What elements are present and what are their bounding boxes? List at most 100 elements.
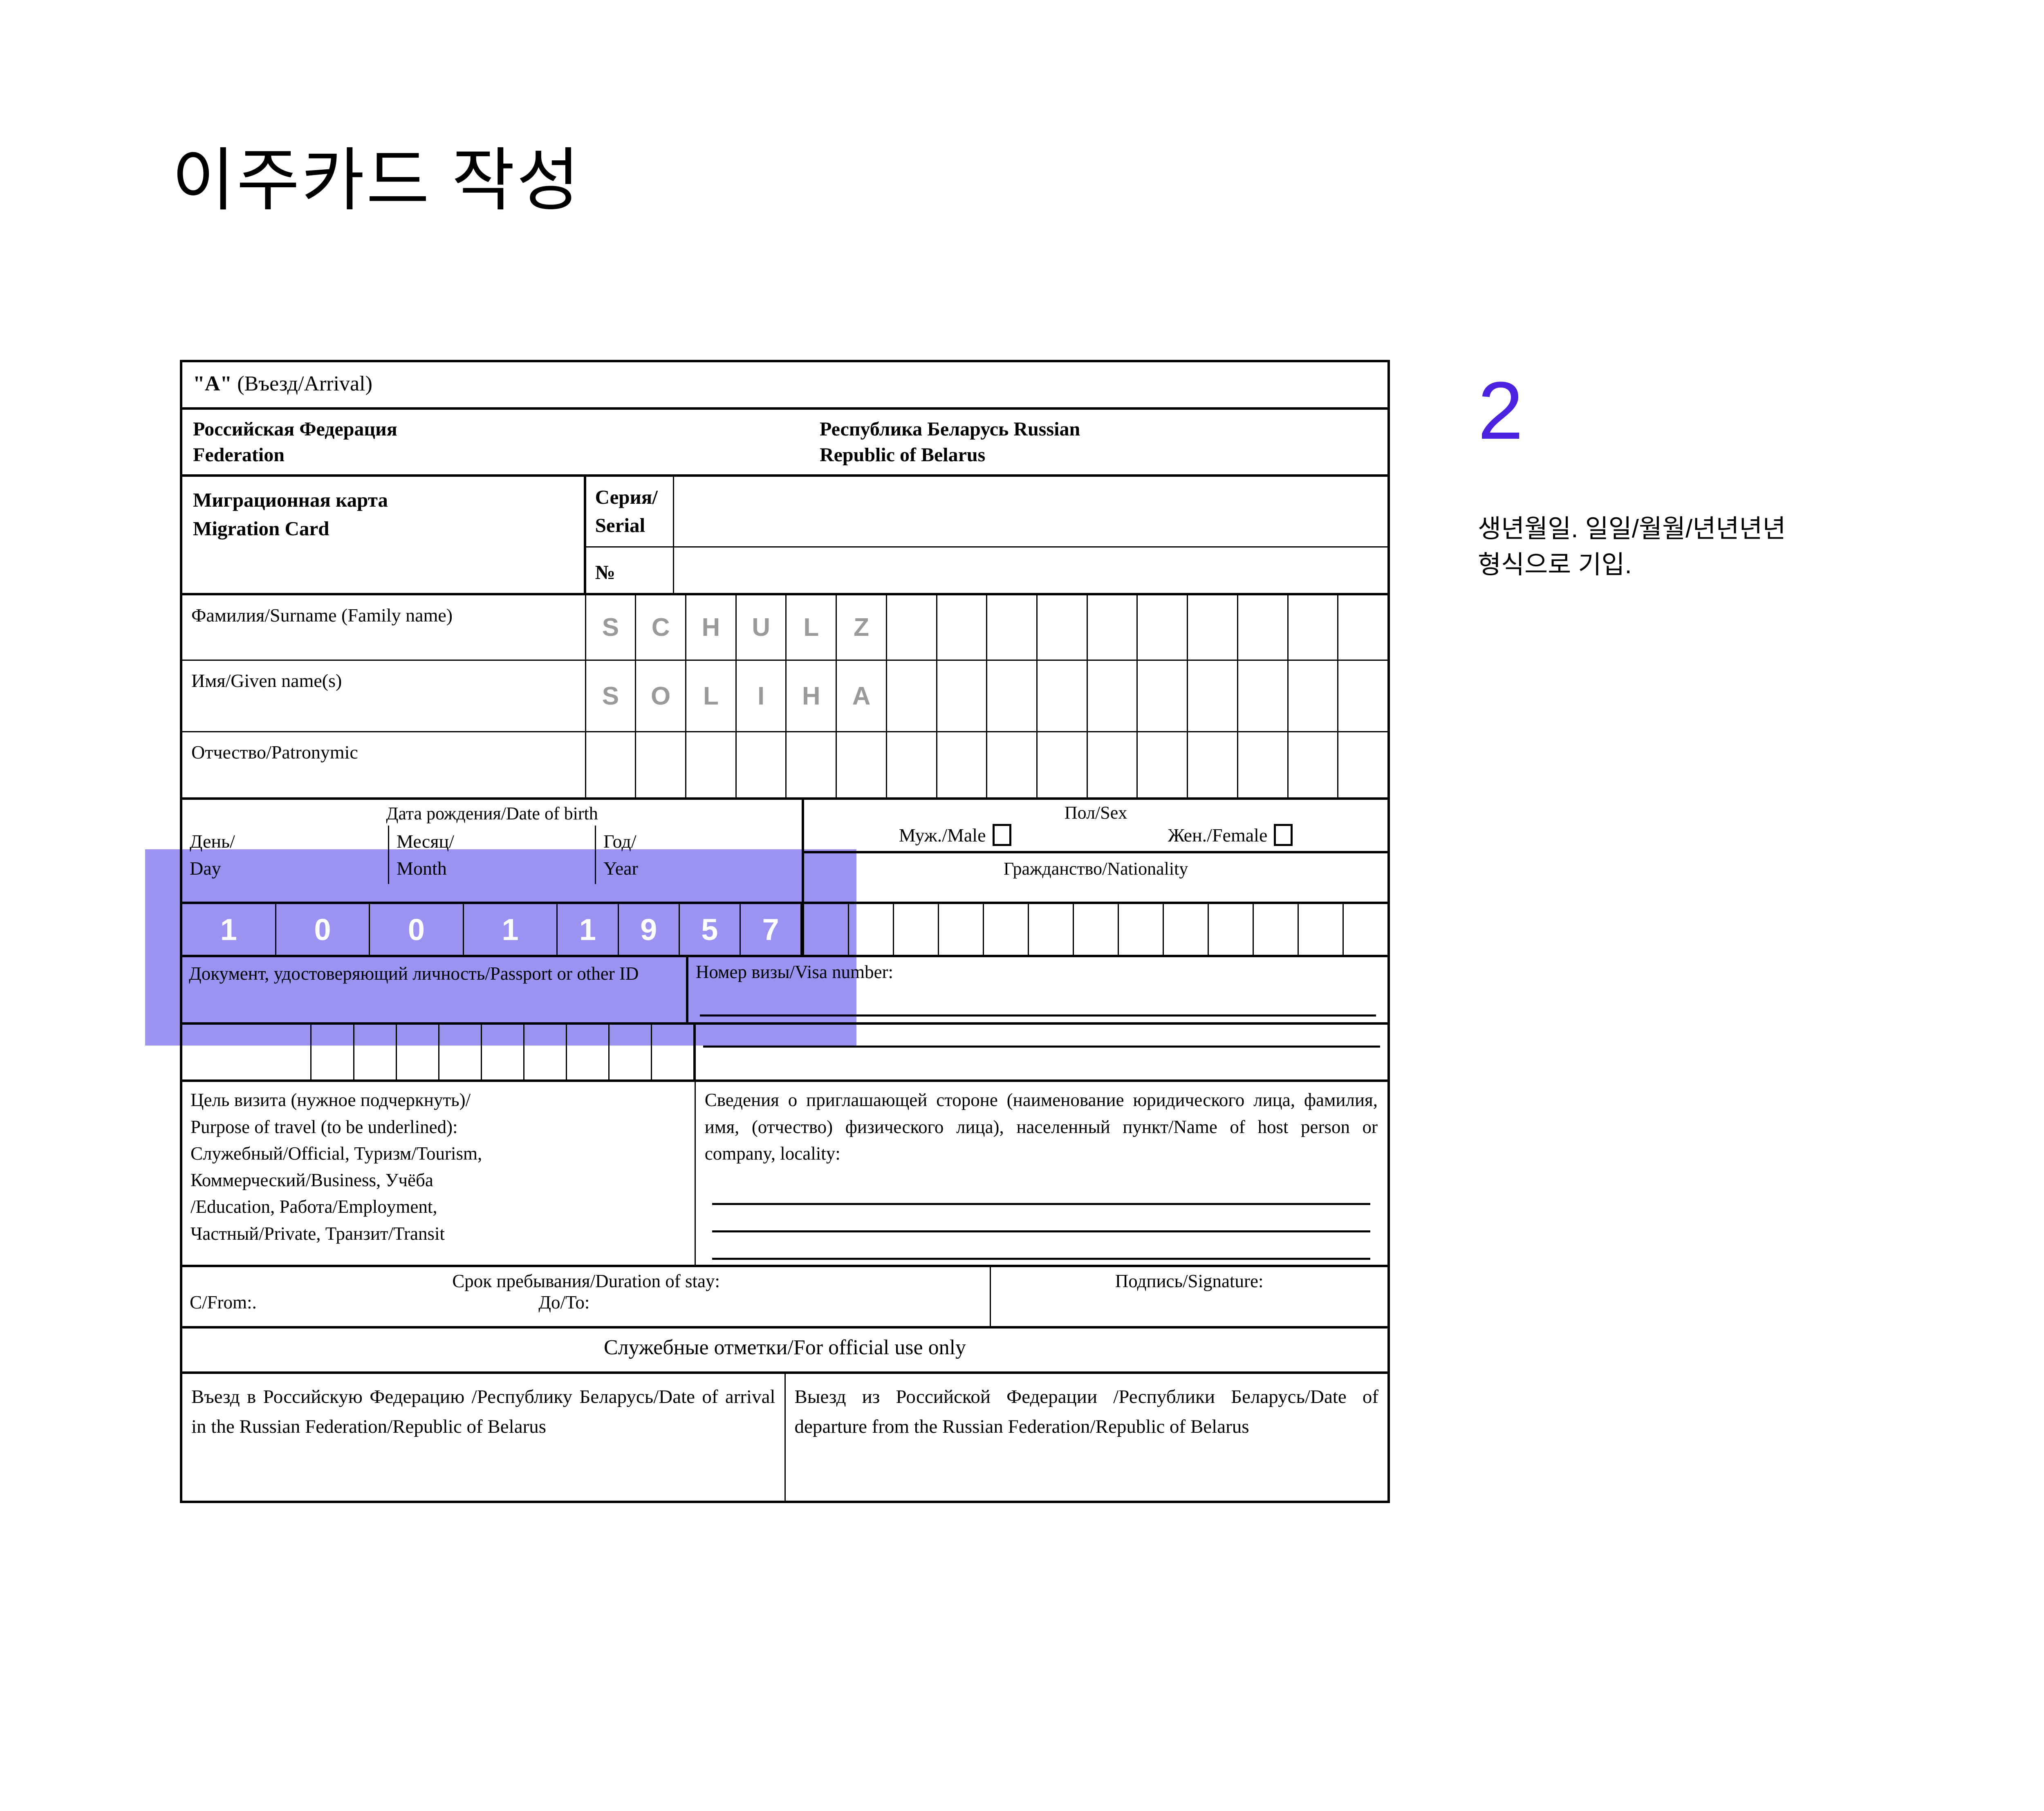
surname-cell-9[interactable] [987, 595, 1038, 660]
given-name-cell-12[interactable] [1138, 661, 1188, 732]
surname-cell-16[interactable] [1338, 595, 1387, 660]
nationality-cell-2[interactable] [849, 904, 894, 955]
patronymic-cell-14[interactable] [1238, 732, 1289, 798]
patronymic-cell-1[interactable] [586, 732, 637, 798]
nationality-cell-8[interactable] [1119, 904, 1164, 955]
given-name-cell-5[interactable]: H [787, 661, 837, 732]
dob-digit-7[interactable]: 5 [680, 904, 741, 955]
patronymic-cell-13[interactable] [1188, 732, 1238, 798]
patronymic-cell-2[interactable] [636, 732, 687, 798]
dob-digit-group[interactable]: 1 0 0 1 1 9 5 7 [182, 904, 805, 955]
purpose-line-4[interactable]: Коммерческий/Business, Учёба [191, 1170, 433, 1191]
dob-digit-2[interactable]: 0 [276, 904, 370, 955]
surname-cell-13[interactable] [1188, 595, 1238, 660]
nationality-cell-4[interactable] [939, 904, 984, 955]
surname-cell-1[interactable]: S [586, 595, 637, 660]
dob-digit-8[interactable]: 7 [741, 904, 802, 955]
nationality-cell-3[interactable] [894, 904, 939, 955]
given-name-cell-8[interactable] [937, 661, 988, 732]
dob-digit-1[interactable]: 1 [182, 904, 276, 955]
arrival-date-cell[interactable]: Въезд в Российскую Федерацию /Республику… [182, 1374, 786, 1501]
given-name-cell-7[interactable] [887, 661, 937, 732]
passport-cell-3[interactable] [354, 1025, 397, 1080]
patronymic-cell-7[interactable] [887, 732, 937, 798]
host-rule-2[interactable] [712, 1205, 1370, 1233]
surname-cell-7[interactable] [887, 595, 937, 660]
patronymic-cell-16[interactable] [1338, 732, 1387, 797]
patronymic-cell-3[interactable] [686, 732, 737, 798]
signature-cell[interactable]: Подпись/Signature: [991, 1267, 1387, 1326]
patronymic-cell-11[interactable] [1088, 732, 1138, 798]
passport-cell-4[interactable] [397, 1025, 439, 1080]
dob-digit-4[interactable]: 1 [464, 904, 558, 955]
given-name-cell-14[interactable] [1238, 661, 1289, 732]
nationality-cell-7[interactable] [1074, 904, 1119, 955]
passport-grid[interactable] [182, 1025, 696, 1080]
patronymic-cell-8[interactable] [937, 732, 988, 798]
given-name-cell-13[interactable] [1188, 661, 1238, 732]
nationality-cell-1[interactable] [804, 904, 849, 955]
passport-cell-7[interactable] [524, 1025, 567, 1080]
nationality-grid[interactable] [804, 904, 1387, 955]
sex-female-option[interactable]: Жен./Female [1168, 824, 1293, 846]
nationality-cell-12[interactable] [1299, 904, 1344, 955]
nationality-cell-9[interactable] [1164, 904, 1209, 955]
passport-cell-9[interactable] [610, 1025, 652, 1080]
visa-input-area[interactable] [696, 1025, 1387, 1079]
duration-from-label[interactable]: C/From:. [190, 1292, 257, 1313]
host-rule-1[interactable] [712, 1178, 1370, 1205]
patronymic-cell-5[interactable] [787, 732, 837, 798]
patronymic-cell-10[interactable] [1038, 732, 1088, 798]
surname-cell-4[interactable]: U [737, 595, 787, 660]
purpose-line-3[interactable]: Служебный/Official, Туризм/Tourism, [191, 1143, 482, 1164]
dob-digit-6[interactable]: 9 [619, 904, 680, 955]
surname-grid[interactable]: S C H U L Z [586, 595, 1387, 660]
given-name-cell-3[interactable]: L [686, 661, 737, 732]
nationality-cell-10[interactable] [1209, 904, 1254, 955]
given-name-cell-6[interactable]: A [837, 661, 887, 732]
surname-cell-11[interactable] [1088, 595, 1138, 660]
patronymic-cell-9[interactable] [987, 732, 1038, 798]
duration-to-label[interactable]: До/To: [538, 1292, 590, 1313]
nationality-cell-13[interactable] [1344, 904, 1387, 955]
passport-cell-5[interactable] [439, 1025, 482, 1080]
nationality-cell-11[interactable] [1254, 904, 1299, 955]
surname-cell-14[interactable] [1238, 595, 1289, 660]
given-name-cell-1[interactable]: S [586, 661, 637, 732]
given-name-cell-11[interactable] [1088, 661, 1138, 732]
patronymic-cell-4[interactable] [737, 732, 787, 798]
given-name-cell-10[interactable] [1038, 661, 1088, 732]
sex-male-checkbox[interactable] [992, 824, 1011, 846]
purpose-line-5[interactable]: /Education, Работа/Employment, [191, 1196, 437, 1217]
surname-cell-3[interactable]: H [686, 595, 737, 660]
patronymic-grid[interactable] [586, 732, 1387, 798]
passport-cell-1[interactable] [182, 1025, 312, 1080]
departure-date-cell[interactable]: Выезд из Российской Федерации /Республик… [794, 1386, 1379, 1437]
given-name-grid[interactable]: S O L I H A [586, 661, 1387, 732]
sex-male-option[interactable]: Муж./Male [899, 824, 1011, 846]
surname-cell-2[interactable]: C [636, 595, 687, 660]
given-name-cell-9[interactable] [987, 661, 1038, 732]
passport-cell-8[interactable] [567, 1025, 610, 1080]
given-name-cell-15[interactable] [1289, 661, 1339, 732]
patronymic-cell-6[interactable] [837, 732, 887, 798]
host-rule-3[interactable] [712, 1232, 1370, 1260]
nationality-cell-6[interactable] [1029, 904, 1074, 955]
surname-cell-15[interactable] [1289, 595, 1339, 660]
given-name-cell-2[interactable]: O [636, 661, 687, 732]
serial-input-field[interactable] [674, 477, 1387, 546]
dob-digit-5[interactable]: 1 [558, 904, 619, 955]
passport-cell-2[interactable] [312, 1025, 354, 1080]
number-input-field[interactable] [674, 548, 1387, 593]
nationality-cell-5[interactable] [984, 904, 1029, 955]
surname-cell-8[interactable] [937, 595, 988, 660]
surname-cell-10[interactable] [1038, 595, 1088, 660]
passport-cell-10[interactable] [652, 1025, 693, 1079]
given-name-cell-4[interactable]: I [737, 661, 787, 732]
sex-female-checkbox[interactable] [1274, 824, 1293, 846]
passport-cell-6[interactable] [482, 1025, 524, 1080]
surname-cell-12[interactable] [1138, 595, 1188, 660]
surname-cell-5[interactable]: L [787, 595, 837, 660]
patronymic-cell-12[interactable] [1138, 732, 1188, 798]
surname-cell-6[interactable]: Z [837, 595, 887, 660]
